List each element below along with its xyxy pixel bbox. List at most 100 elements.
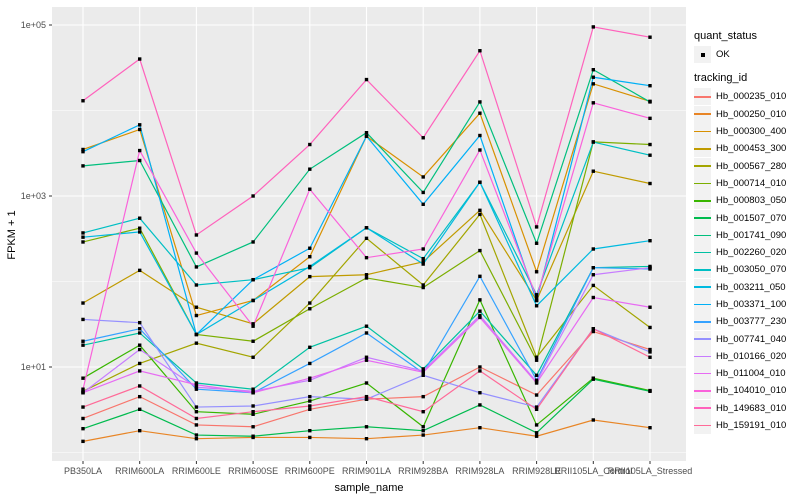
legend-key-label: Hb_000250_010 <box>716 108 787 120</box>
data-point <box>138 343 142 347</box>
data-point <box>138 127 142 132</box>
data-point <box>421 283 425 287</box>
data-point <box>194 332 199 337</box>
data-point <box>421 394 425 399</box>
data-point <box>478 208 482 213</box>
line-swatch-icon <box>694 399 711 417</box>
line-swatch-icon <box>694 244 711 262</box>
data-point <box>364 130 369 135</box>
legend-key-tracking-id: Hb_010166_020 <box>694 347 798 365</box>
x-tick-label: PB350LA <box>64 466 102 476</box>
data-point <box>138 394 142 399</box>
data-point <box>591 101 595 105</box>
data-point <box>194 233 199 237</box>
legend-key-tracking-id: Hb_001507_070 <box>694 209 798 227</box>
data-point <box>81 317 85 322</box>
data-point <box>534 225 539 229</box>
legend-key-tracking-id: Hb_000453_300 <box>694 140 798 158</box>
legend-tracking-id: tracking_id Hb_000235_010 Hb_000250_010 Hb… <box>694 72 798 435</box>
data-point <box>194 283 199 287</box>
line-swatch-icon <box>694 382 711 400</box>
data-point <box>81 426 85 431</box>
data-point <box>364 397 369 401</box>
line-swatch-icon <box>694 347 711 365</box>
data-point <box>251 412 255 416</box>
data-point <box>81 235 85 239</box>
legend-key-label: Hb_000300_400 <box>716 126 787 138</box>
data-point <box>81 387 85 391</box>
data-point <box>478 365 482 369</box>
data-point <box>364 358 369 362</box>
data-point <box>364 273 369 277</box>
data-point <box>138 347 142 352</box>
legend-key-label: Hb_007741_040 <box>716 333 787 345</box>
data-point <box>251 387 255 391</box>
line-swatch-icon <box>694 105 711 123</box>
data-point <box>251 410 255 414</box>
legend-key-label: Hb_003050_070 <box>716 264 787 276</box>
data-point <box>364 437 369 441</box>
data-point <box>308 345 312 349</box>
line-swatch-icon <box>694 174 711 192</box>
data-point <box>308 399 312 403</box>
data-point <box>308 428 312 433</box>
data-point <box>478 100 482 104</box>
data-point <box>364 394 369 399</box>
data-point <box>81 149 85 154</box>
data-point <box>364 324 369 328</box>
data-point <box>138 158 142 163</box>
data-point <box>81 99 85 103</box>
data-point <box>194 383 199 387</box>
data-point <box>364 236 369 241</box>
data-point <box>251 240 255 244</box>
data-point <box>648 305 652 309</box>
data-point <box>534 295 539 300</box>
legend-key-label: Hb_000567_280 <box>716 160 787 172</box>
data-point <box>591 418 595 422</box>
data-point <box>421 410 425 414</box>
data-point <box>81 339 85 343</box>
data-point <box>81 164 85 168</box>
x-tick-label: RRIM928BA <box>398 466 448 476</box>
data-point <box>81 343 85 347</box>
legend-key-tracking-id: Hb_011004_010 <box>694 365 798 383</box>
data-point <box>534 241 539 245</box>
legend-key-label: Hb_001507_070 <box>716 212 787 224</box>
legend-key-label: Hb_010166_020 <box>716 350 787 362</box>
x-tick-label: RRIM928LA <box>455 466 504 476</box>
legend-key-label: Hb_001741_090 <box>716 229 787 241</box>
line-swatch-icon <box>694 226 711 244</box>
data-point <box>251 324 255 328</box>
x-tick-label: RRIM600LA <box>115 466 164 476</box>
legend-key-tracking-id: Hb_002260_020 <box>694 244 798 262</box>
data-point <box>478 248 482 253</box>
data-point <box>591 68 595 72</box>
data-point <box>81 301 85 305</box>
data-point <box>364 77 369 82</box>
data-point <box>478 426 482 430</box>
data-point <box>138 361 142 366</box>
data-point <box>251 339 255 343</box>
data-point <box>308 264 312 269</box>
data-point <box>364 381 369 385</box>
legend-key-tracking-id: Hb_003371_100 <box>694 296 798 313</box>
legend-key-label: Hb_159191_010 <box>716 420 787 432</box>
data-point <box>648 347 652 352</box>
data-point <box>591 25 595 29</box>
data-point <box>138 216 142 220</box>
data-point <box>194 381 199 385</box>
data-point <box>308 376 312 380</box>
data-point <box>308 435 312 440</box>
y-tick-label: 1e+01 <box>21 362 46 372</box>
data-point <box>534 270 539 274</box>
x-tick-label: RRIM901LA <box>342 466 391 476</box>
data-point <box>138 148 142 153</box>
data-point <box>648 100 652 104</box>
data-point <box>194 251 199 255</box>
data-point <box>478 180 482 184</box>
data-point <box>534 405 539 409</box>
data-point <box>194 387 199 391</box>
legend-key-label: Hb_011004_010 <box>716 368 786 380</box>
data-point <box>478 212 482 217</box>
data-point <box>421 262 425 266</box>
